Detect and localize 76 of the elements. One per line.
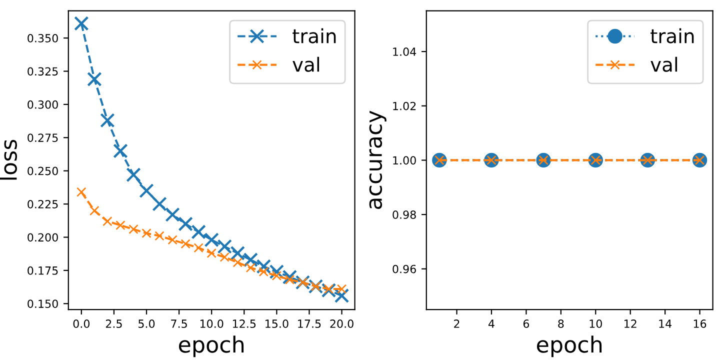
x-tick-label: 5.0: [138, 320, 155, 328]
point: [256, 259, 272, 274]
point: [100, 113, 115, 128]
y-tick-label: 1.02: [393, 102, 416, 110]
point: [168, 235, 178, 245]
point: [204, 232, 219, 248]
point: [178, 216, 193, 232]
y-tick-label: 0.250: [28, 166, 58, 176]
x-tick-label: 2.5: [106, 320, 122, 328]
point: [87, 72, 102, 87]
point: [282, 270, 298, 284]
y-axis-title: loss: [0, 140, 18, 180]
y-tick-label: 0.175: [28, 266, 58, 275]
y-tick-label: 0.98: [392, 210, 416, 219]
x-axis-title: epoch: [178, 336, 244, 358]
x-tick-label: 12.5: [232, 320, 256, 328]
point: [126, 167, 141, 182]
x-tick-label: 12: [624, 320, 636, 328]
x-tick-label: 4: [488, 320, 494, 328]
y-tick-label: 1.00: [393, 156, 416, 165]
x-tick-label: 8: [558, 320, 564, 328]
point: [334, 288, 350, 304]
point: [74, 16, 89, 31]
point: [194, 242, 204, 253]
point: [191, 224, 206, 240]
y-axis-title: accuracy: [369, 110, 386, 209]
x-tick-label: 20.0: [330, 320, 354, 328]
point: [128, 224, 138, 234]
y-tick-label: 1.04: [393, 48, 416, 56]
x-tick-label: 16: [694, 320, 706, 328]
x-tick-label: 10: [590, 320, 602, 328]
y-tick-label: 0.96: [392, 264, 416, 274]
point: [139, 183, 154, 198]
point: [220, 252, 230, 262]
point: [230, 246, 245, 261]
legend-label: val: [292, 56, 320, 72]
y-tick-label: 0.300: [28, 100, 58, 109]
legend-label: train: [292, 28, 336, 44]
point: [232, 258, 242, 268]
y-tick-label: 0.325: [28, 67, 58, 76]
point: [272, 270, 282, 281]
point: [243, 252, 258, 268]
point: [217, 239, 232, 254]
point: [142, 228, 152, 238]
point: [324, 284, 334, 294]
x-tick-label: 0.0: [73, 320, 90, 328]
point: [206, 248, 216, 258]
point: [180, 239, 190, 249]
point: [102, 216, 112, 226]
x-tick-label: 2: [454, 320, 460, 328]
point: [258, 266, 269, 277]
point: [113, 144, 128, 158]
legend-label: train: [650, 28, 694, 44]
point: [76, 187, 86, 197]
y-tick-label: 0.200: [28, 233, 58, 242]
y-tick-label: 0.225: [28, 200, 58, 208]
y-tick-label: 0.350: [28, 34, 58, 42]
x-tick-label: 10.0: [200, 320, 224, 328]
point: [284, 274, 295, 285]
point: [246, 262, 256, 273]
point: [154, 231, 164, 241]
y-tick-label: 0.275: [28, 134, 58, 142]
point: [336, 284, 347, 294]
point: [269, 264, 284, 280]
legend-label: val: [650, 56, 678, 72]
point: [152, 196, 167, 212]
x-tick-label: 15.0: [266, 320, 288, 328]
x-tick-label: 17.5: [298, 320, 321, 328]
x-axis-title: epoch: [536, 336, 602, 358]
x-tick-label: 6: [523, 320, 530, 328]
x-tick-label: 7.5: [171, 320, 187, 328]
y-tick-label: 0.150: [28, 300, 58, 308]
point: [90, 206, 100, 216]
x-tick-label: 14: [659, 320, 672, 328]
point: [165, 207, 180, 222]
point: [116, 220, 126, 230]
